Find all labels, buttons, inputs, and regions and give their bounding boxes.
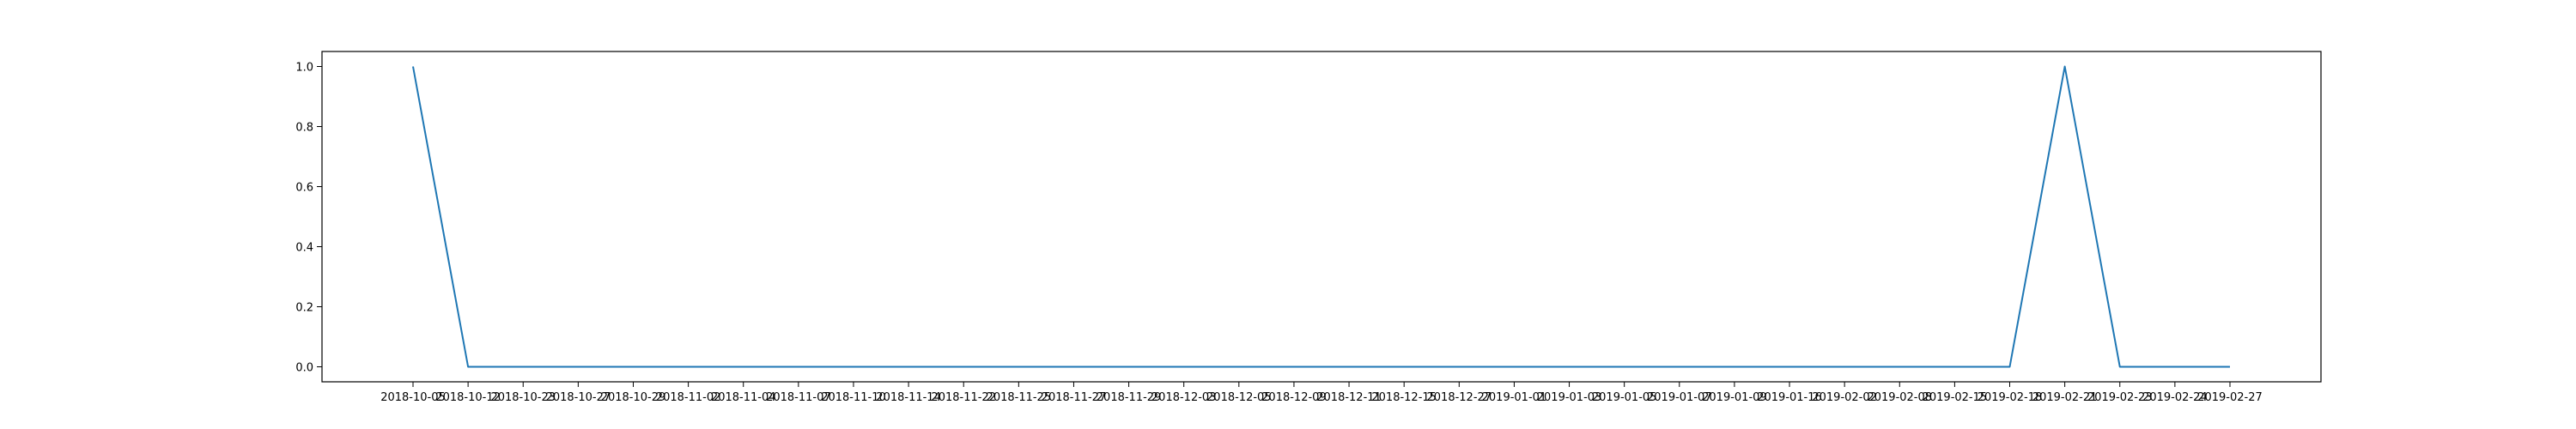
x-tick-label: 2019-02-24 [2142, 391, 2208, 404]
x-tick-label: 2019-01-03 [1537, 391, 1602, 404]
x-tick-label: 2018-12-11 [1316, 391, 1382, 404]
x-tick-label: 2019-01-09 [1702, 391, 1767, 404]
x-tick-label: 2018-11-25 [987, 391, 1052, 404]
y-axis: 0.0 0.2 0.4 0.6 0.8 1.0 [295, 62, 322, 375]
x-tick-label: 2019-02-02 [1812, 391, 1877, 404]
x-tick-label: 2018-10-27 [546, 391, 611, 404]
x-tick-label: 2019-02-21 [2032, 391, 2098, 404]
x-tick-label: 2019-02-18 [1978, 391, 2043, 404]
x-tick-label: 2018-11-27 [1042, 391, 1107, 404]
x-tick-label: 2018-11-14 [876, 391, 941, 404]
x-tick-label: 2018-11-29 [1097, 391, 1162, 404]
y-tick-label: 0.8 [295, 122, 313, 135]
x-tick-label: 2018-12-09 [1261, 391, 1327, 404]
y-tick-label: 0.2 [295, 302, 313, 315]
x-tick-label: 2019-02-23 [2087, 391, 2153, 404]
x-tick-label: 2018-10-12 [435, 391, 501, 404]
x-tick-label: 2018-10-29 [601, 391, 666, 404]
y-tick-label: 1.0 [295, 62, 313, 75]
x-tick-label: 2019-02-15 [1923, 391, 1988, 404]
x-tick-label: 2018-11-10 [821, 391, 886, 404]
y-tick-label: 0.0 [295, 362, 313, 375]
y-tick-label: 0.6 [295, 182, 313, 195]
x-tick-label: 2018-11-02 [656, 391, 721, 404]
x-tick-label: 2019-01-07 [1647, 391, 1712, 404]
x-tick-label: 2018-11-04 [711, 391, 776, 404]
x-tick-label: 2019-01-05 [1592, 391, 1657, 404]
x-tick-label: 2018-10-23 [490, 391, 556, 404]
x-tick-label: 2018-12-15 [1371, 391, 1437, 404]
x-tick-label: 2018-12-05 [1206, 391, 1272, 404]
plot-frame [321, 51, 2322, 383]
series-line [412, 65, 2230, 368]
x-tick-label: 2018-12-27 [1427, 391, 1492, 404]
y-tick-label: 0.4 [295, 242, 313, 255]
plot-area [322, 51, 2321, 382]
x-tick-label: 2019-01-01 [1482, 391, 1547, 404]
x-tick-label: 2018-11-07 [766, 391, 831, 404]
x-tick-label: 2018-12-03 [1151, 391, 1217, 404]
x-tick-label: 2019-02-27 [2197, 391, 2263, 404]
x-tick-label: 2018-11-22 [931, 391, 996, 404]
x-tick-label: 2019-01-16 [1757, 391, 1822, 404]
x-tick-label: 2018-10-05 [380, 391, 446, 404]
x-axis: 2018-10-052018-10-122018-10-232018-10-27… [380, 382, 2263, 404]
series-layer [412, 65, 2230, 368]
x-tick-label: 2019-02-08 [1867, 391, 1932, 404]
